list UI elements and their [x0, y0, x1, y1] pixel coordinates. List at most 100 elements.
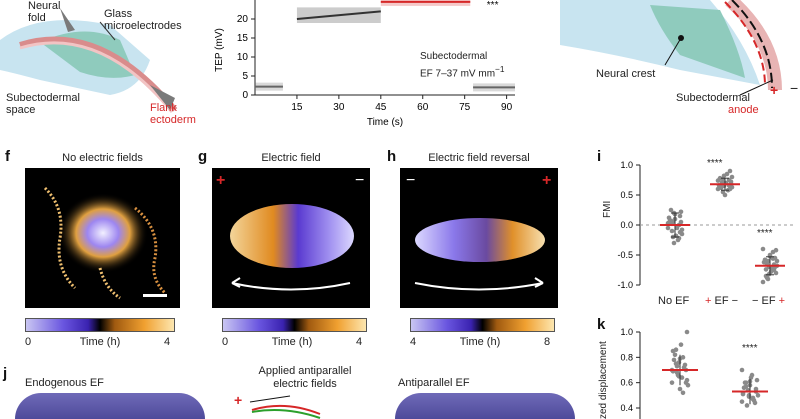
tep-ytick-label: 10 [237, 52, 249, 63]
fmi-ytick-label: -1.0 [617, 280, 633, 290]
fmi-point [666, 215, 672, 221]
tep-chart: 0 5 10 15 20 15 30 45 60 75 90 TEP (mV) Time (s) *** [214, 0, 515, 128]
fmi-point [773, 247, 779, 253]
panel-i-letter: i [597, 148, 602, 165]
fmi-point [677, 213, 683, 219]
tep-annotation-sup: −1 [495, 64, 505, 74]
fmi-point [715, 178, 721, 183]
k-point [673, 347, 679, 353]
label-neural-fold: Neural fold [28, 0, 61, 24]
displacement-chart: 0.4 0.6 0.8 1.0 [620, 327, 768, 419]
panel-h-minus: − [406, 172, 416, 189]
panel-g-cluster [230, 204, 354, 291]
applied-field-red-arc [251, 404, 321, 415]
tep-ytick-label: 0 [242, 90, 248, 101]
k-point [750, 396, 756, 402]
embryo-schematic-left [0, 8, 178, 113]
ectoderm-band-inner [19, 41, 174, 113]
panel-j-applied-title: Applied antiparallel electric fields [258, 365, 352, 390]
tep-annotation: Subectodermal EF 7–37 mV mm−1 [420, 51, 505, 80]
tep-xlabel: Time (s) [367, 117, 403, 128]
fmi-point [729, 174, 735, 180]
microelectrode-1 [60, 8, 75, 32]
tep-ytick-label: 15 [237, 33, 249, 44]
tep-xtick-label: 30 [333, 102, 345, 113]
applied-field-green-arc [251, 409, 321, 419]
panel-g-title: Electric field [261, 152, 321, 164]
label-glass-microelectrodes: Glass microelectrodes [104, 8, 182, 32]
fmi-ytick-label: 1.0 [620, 160, 633, 170]
k-point [752, 400, 758, 406]
label-neural-crest: Neural crest [596, 68, 656, 80]
fmi-ytick-label: 0.5 [620, 190, 633, 200]
k-point [739, 367, 745, 373]
k-point [739, 399, 745, 404]
panel-h-cb-right: 8 [544, 336, 551, 348]
anode-plus-sign: + [770, 82, 779, 98]
panel-g-cb-right: 4 [356, 336, 363, 348]
fmi-point [720, 176, 726, 182]
panel-h-cluster [414, 218, 545, 291]
leader-line-glass [99, 21, 116, 41]
panel-j-letter: j [3, 365, 8, 382]
label-anode: anode [728, 104, 759, 116]
fmi-point [727, 168, 733, 174]
embryo-schematic-right [560, 0, 782, 96]
k-point [746, 394, 752, 399]
fmi-point [761, 259, 767, 265]
k-point [677, 386, 683, 392]
panel-f-colorbar [25, 318, 175, 332]
panel-k-letter: k [597, 316, 606, 333]
fmi-cat-rev: − EF + [752, 295, 785, 307]
tep-ytick-label: 20 [237, 14, 249, 25]
fmi-ytick-label: 0.0 [620, 220, 633, 230]
k-point [672, 352, 678, 358]
tep-xtick-label: 90 [501, 102, 513, 113]
tep-stars: *** [487, 0, 499, 11]
k-ytick-label: 1.0 [620, 327, 633, 337]
panel-h-letter: h [387, 148, 397, 165]
fmi-cat-ef-plus: + [705, 295, 712, 307]
panel-g-plus: + [216, 172, 226, 189]
fmi-point [722, 192, 728, 198]
fmi-point [770, 256, 776, 261]
tep-annotation-text: Subectodermal EF 7–37 mV mm [420, 51, 496, 80]
panel-f-cb-mid: Time (h) [79, 336, 121, 348]
panel-h-cb-left: 4 [410, 336, 417, 348]
k-point [674, 363, 680, 369]
tep-xtick-label: 75 [459, 102, 471, 113]
fmi-point [765, 258, 771, 264]
panel-g-cb-left: 0 [222, 336, 229, 348]
k-point [744, 403, 750, 408]
fmi-cat-ef-text: EF [711, 295, 732, 307]
tep-ytick-label: 5 [242, 71, 248, 82]
fmi-point [764, 275, 770, 281]
panel-g-cb-mid: Time (h) [271, 336, 313, 348]
k-point [755, 393, 761, 398]
panel-g-colorbar [222, 318, 367, 332]
fmi-cat-ef-minus: − [731, 295, 739, 307]
k-point [680, 390, 686, 396]
k-ytick-label: 0.8 [620, 352, 633, 362]
neural-crest-leader [664, 37, 682, 66]
panel-j-endogenous-title: Endogenous EF [25, 377, 104, 389]
fmi-point [678, 209, 684, 215]
panel-j-antiparallel-image [395, 393, 575, 419]
k-point [669, 380, 675, 385]
anode-minus-sign: − [790, 80, 799, 96]
fmi-cat-ef: + EF − [705, 295, 738, 307]
dashed-field-red [724, 1, 766, 87]
fmi-point [763, 267, 769, 272]
tep-xtick-label: 45 [375, 102, 387, 113]
fmi-point [674, 225, 680, 231]
applied-field-diagram [249, 395, 321, 419]
panel-f-cb-left: 0 [25, 336, 32, 348]
panel-j-antiparallel-title: Antiparallel EF [398, 377, 470, 389]
applied-plus-sign: + [234, 392, 243, 408]
label-subectodermal-space: Subectodermal space [6, 92, 80, 116]
fmi-point [677, 229, 683, 235]
fmi-stars-ef: **** [707, 158, 723, 169]
k-ytick-label: 0.6 [620, 378, 633, 388]
fmi-point [760, 279, 766, 285]
panel-h-title: Electric field reversal [428, 152, 530, 164]
